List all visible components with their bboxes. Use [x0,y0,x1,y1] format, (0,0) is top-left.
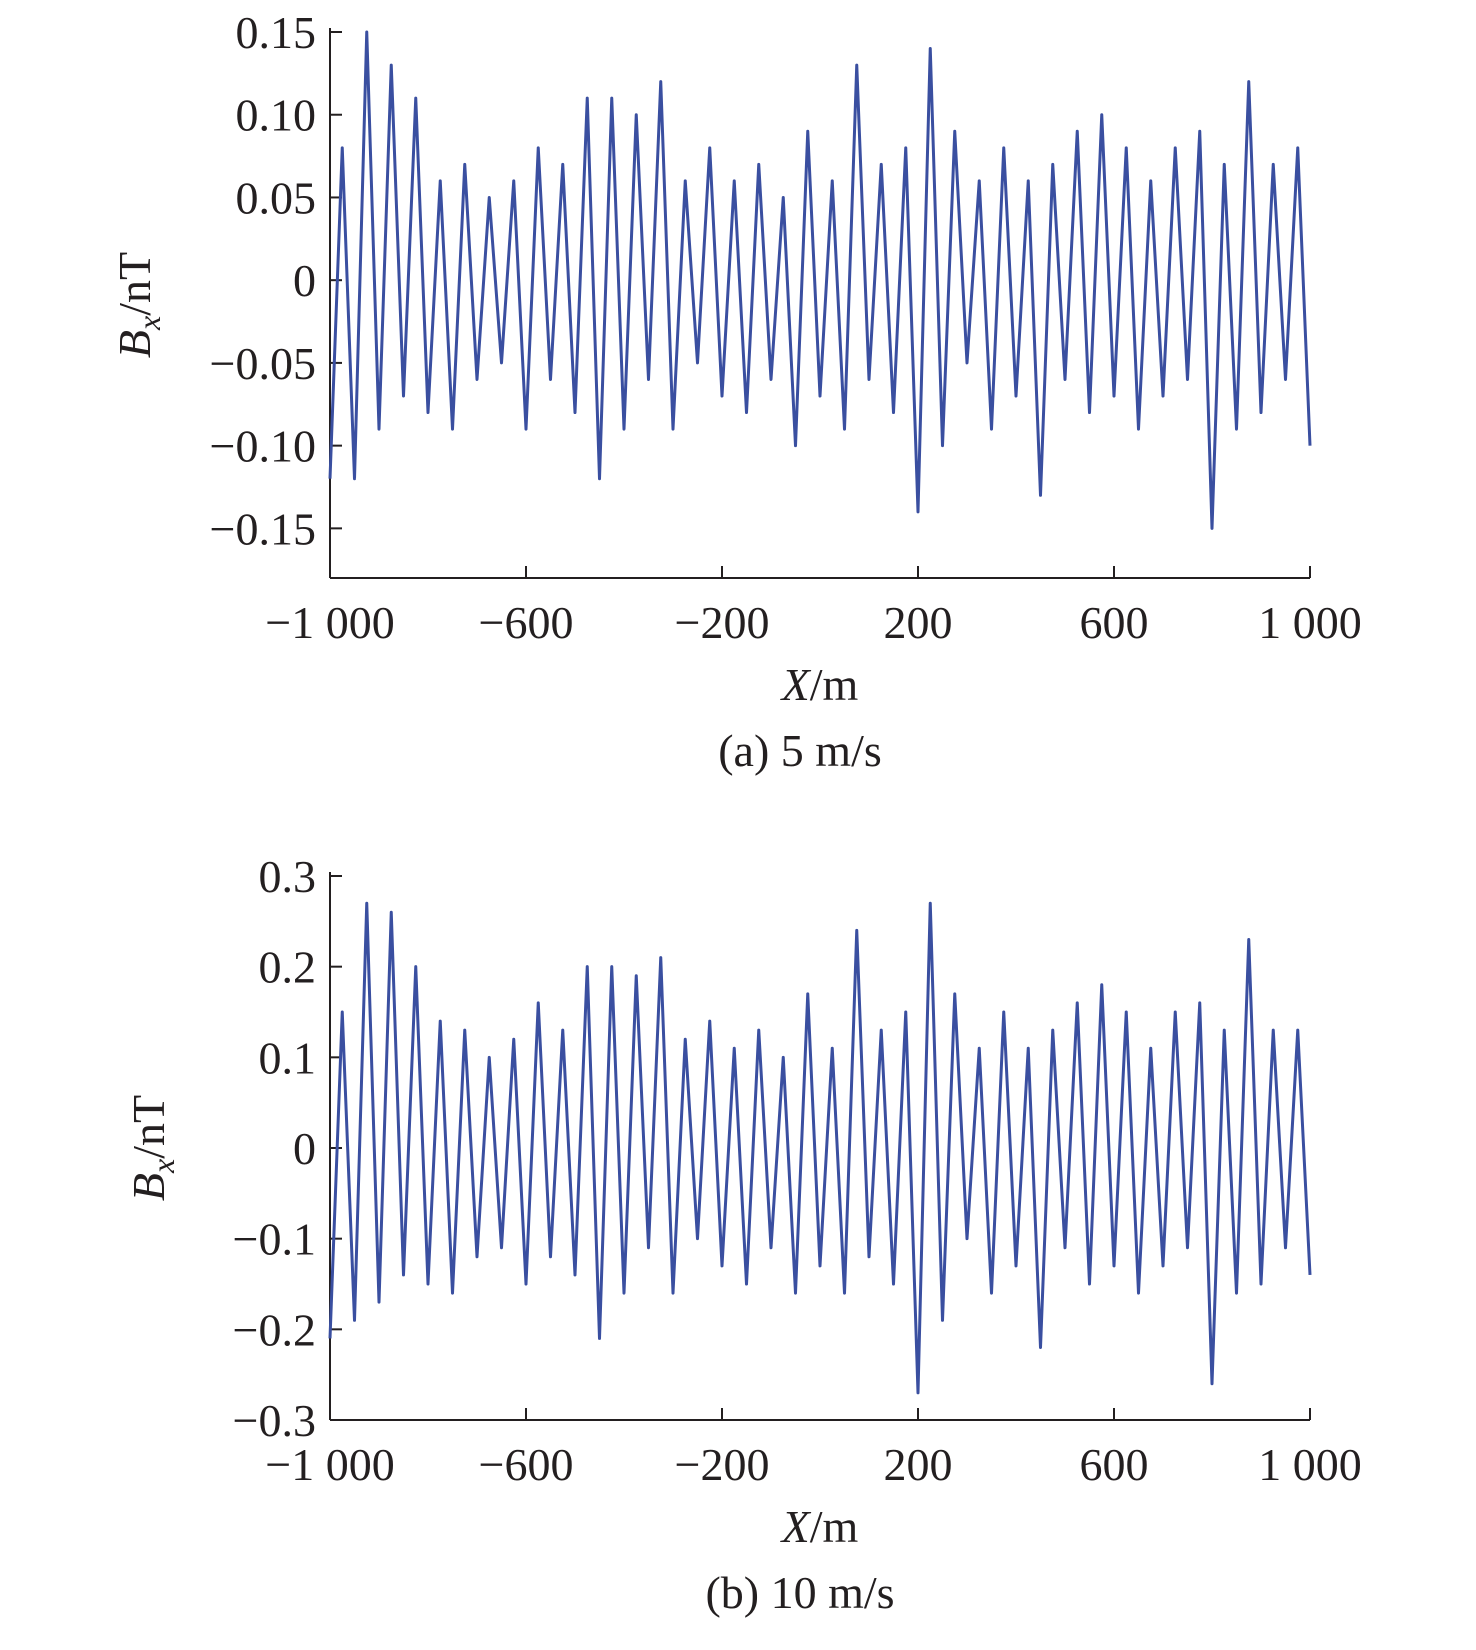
y-axis-label: Bx/nT [123,1095,181,1201]
x-tick-label: 200 [884,1439,953,1490]
y-tick-label: −0.2 [233,1304,316,1355]
y-tick-label: 0.10 [236,90,317,141]
x-tick-label: −600 [479,1439,574,1490]
y-tick-label: −0.10 [210,421,316,472]
y-tick-label: 0 [293,255,316,306]
x-label-symbol: X [780,1501,812,1552]
y-tick-label: 0.3 [259,851,317,902]
y-label-symbol: B [123,1173,174,1201]
x-tick-label: −1 000 [265,597,394,648]
data-line [328,30,1312,530]
x-tick-label: −200 [675,597,770,648]
y-tick-label: 0.2 [259,942,317,993]
x-axis-label: X/m [780,1501,859,1552]
panel: 0.15 0.10 0.05 0 −0.05 −0.10 −0.15 −1 000 −600 −2… [109,7,1362,776]
x-axis-label: X/m [780,659,859,710]
y-label-subscript: x [145,1159,181,1174]
x-label-symbol: X [780,659,812,710]
y-label-symbol: B [109,330,160,358]
data-line [328,901,1312,1395]
y-tick-label: 0.1 [259,1032,317,1083]
x-tick-label: 600 [1080,1439,1149,1490]
x-tick-label: 600 [1080,597,1149,648]
y-tick-label: −0.3 [233,1395,316,1446]
x-tick-label: −200 [675,1439,770,1490]
x-tick-label: −1 000 [265,1439,394,1490]
y-label-unit: /nT [109,252,160,316]
y-tick-label: 0.15 [236,7,317,58]
y-axis-label: Bx/nT [109,252,167,358]
y-label-unit: /nT [123,1095,174,1159]
x-label-unit: /m [810,1501,859,1552]
y-label-subscript: x [131,316,167,331]
panel: 0.3 0.2 0.1 0 −0.1 −0.2 −0.3−1 000 −600 −200 200 6… [123,851,1362,1618]
caption: (a) 5 m/s [718,725,882,776]
y-tick-label: −0.15 [210,503,316,554]
x-tick-label: 1 000 [1258,597,1362,648]
x-tick-label: −600 [479,597,574,648]
x-tick-label: 1 000 [1258,1439,1362,1490]
y-tick-label: 0 [293,1123,316,1174]
y-tick-label: −0.1 [233,1214,316,1265]
y-tick-label: 0.05 [236,172,317,223]
x-label-unit: /m [810,659,859,710]
y-tick-label: −0.05 [210,338,316,389]
x-tick-label: 200 [884,597,953,648]
caption: (b) 10 m/s [705,1567,894,1618]
